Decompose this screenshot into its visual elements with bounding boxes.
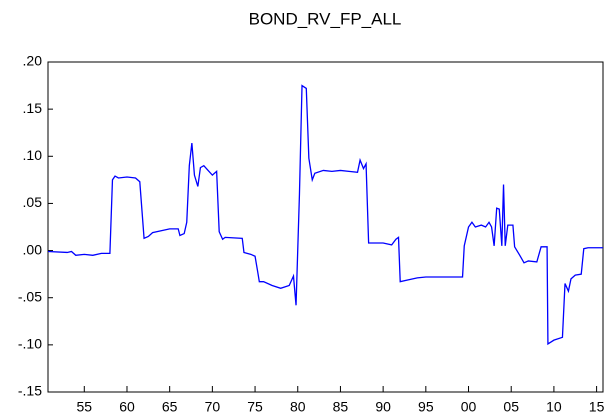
- x-tick-label: 70: [205, 399, 221, 415]
- y-tick-label: -.15: [18, 383, 42, 399]
- y-tick-label: .10: [23, 147, 43, 163]
- x-tick-label: 00: [461, 399, 477, 415]
- x-tick-label: 75: [247, 399, 263, 415]
- y-tick-label: -.10: [18, 336, 42, 352]
- x-tick-label: 55: [76, 399, 92, 415]
- line: [47, 84, 603, 346]
- x-tick-label: 85: [333, 399, 349, 415]
- x-tick-label: 15: [589, 399, 605, 415]
- x-tick-label: 95: [418, 399, 434, 415]
- x-tick-label: 65: [162, 399, 178, 415]
- chart-title: BOND_RV_FP_ALL: [249, 9, 402, 28]
- x-tick-label: 90: [375, 399, 391, 415]
- y-tick-label: -.05: [18, 288, 42, 304]
- x-tick-label: 80: [290, 399, 306, 415]
- plot-frame: [47, 61, 604, 393]
- y-tick-label: .20: [23, 53, 43, 69]
- x-tick-label: 05: [503, 399, 519, 415]
- y-tick-label: .15: [23, 100, 43, 116]
- x-tick-label: 10: [546, 399, 562, 415]
- y-tick-label: .00: [23, 241, 43, 257]
- x-tick-label: 60: [119, 399, 135, 415]
- y-tick-label: .05: [23, 194, 43, 210]
